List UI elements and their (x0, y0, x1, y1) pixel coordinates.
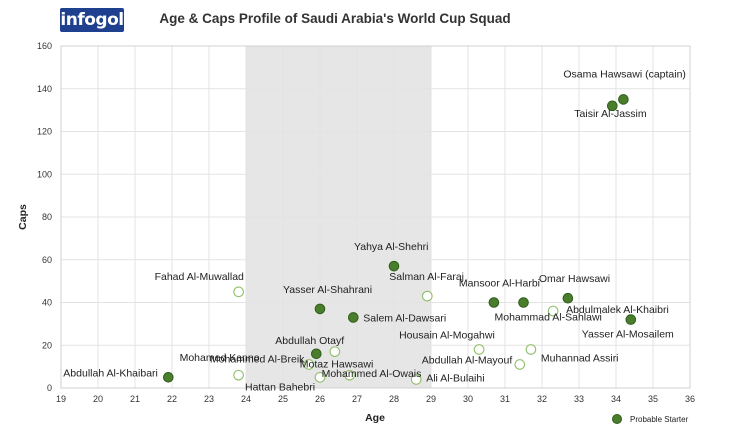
x-tick-label: 25 (278, 394, 288, 404)
player-point (329, 346, 341, 358)
label-layer: Osama Hawsawi (captain) Taisir Al-Jassim Y… (63, 68, 686, 393)
infogol-logo: infogol (60, 8, 124, 32)
player-point-starter (163, 372, 174, 383)
plot-border (60, 45, 691, 389)
x-tick-label: 29 (426, 394, 436, 404)
player-point (514, 359, 526, 370)
player-point-starter (518, 297, 529, 308)
player-label: Housain Al-Mogahwi (399, 330, 495, 342)
player-point (547, 305, 559, 317)
player-label: Salem Al-Dawsari (363, 312, 446, 324)
x-tick-label: 26 (315, 394, 325, 404)
player-label: Motaz Hawsawi (300, 359, 374, 371)
x-tick-label: 35 (648, 394, 658, 404)
player-label: Omar Hawsawi (539, 273, 610, 285)
legend-label-starter: Probable Starter (630, 415, 689, 424)
legend-marker-starter (612, 414, 622, 424)
y-tick-label: 100 (37, 169, 52, 179)
x-tick-label: 32 (537, 394, 547, 404)
x-tick-label: 34 (611, 394, 621, 404)
x-tick-label: 28 (389, 394, 399, 404)
legend: Probable Starter (612, 414, 689, 424)
player-label: Yahya Al-Shehri (354, 241, 429, 253)
player-point (233, 286, 244, 298)
x-tick-label: 19 (56, 394, 66, 404)
player-point-starter (625, 314, 637, 325)
x-tick-label: 27 (352, 394, 362, 404)
x-axis-title: Age (365, 412, 385, 424)
player-point-starter (488, 297, 500, 308)
player-point-starter (314, 303, 326, 315)
y-tick-label: 40 (42, 298, 52, 308)
player-label: Abdulmalek Al-Khaibri (566, 304, 669, 316)
player-label: Abdullah Al-Mayouf (422, 354, 513, 366)
player-label: Mansoor Al-Harbi (459, 278, 540, 290)
player-point (525, 344, 537, 355)
player-point (344, 369, 355, 381)
x-tick-label: 22 (167, 394, 177, 404)
x-tick-label: 24 (241, 394, 251, 404)
player-point-starter (562, 292, 574, 304)
player-label: Yasser Al-Shahrani (283, 284, 372, 296)
player-point-starter (607, 100, 618, 112)
player-point (233, 369, 244, 381)
x-tick-label: 21 (130, 394, 140, 404)
y-tick-label: 160 (37, 41, 52, 51)
player-point-starter (618, 94, 629, 105)
x-tick-label: 33 (574, 394, 584, 404)
player-label: Yasser Al-Mosailem (582, 329, 674, 341)
player-label: Muhannad Assiri (541, 353, 619, 365)
player-point (473, 344, 485, 355)
player-point-starter (388, 260, 400, 272)
player-label: Hattan Bahebri (245, 381, 315, 393)
y-tick-label: 140 (37, 84, 52, 94)
player-point (421, 290, 433, 302)
player-point (410, 374, 422, 385)
player-point-starter (311, 348, 322, 360)
x-tick-label: 23 (204, 394, 214, 404)
player-point-starter (348, 312, 359, 323)
player-label: Mohammed Al-Owais (322, 368, 422, 380)
x-tick-label: 30 (463, 394, 473, 404)
player-label: Taisir Al-Jassim (574, 108, 647, 120)
player-label: Salman Al-Faraj (389, 271, 464, 283)
x-tick-label: 20 (93, 394, 103, 404)
player-label: Mohamed Kanno (180, 352, 260, 364)
player-label: Ali Al-Bulaihi (426, 372, 484, 384)
player-label: Osama Hawsawi (captain) (563, 68, 686, 80)
y-tick-label: 60 (42, 255, 52, 265)
y-tick-label: 0 (47, 383, 52, 393)
y-tick-label: 80 (42, 212, 52, 222)
y-tick-label: 120 (37, 127, 52, 137)
x-tick-label: 36 (685, 394, 695, 404)
axis-layer: 19 20 21 22 23 24 25 26 27 28 29 30 31 32 33 34 35 36 0 20 4… (37, 41, 695, 404)
point-layer (163, 94, 637, 385)
y-tick-label: 20 (42, 340, 52, 350)
chart-title: Age & Caps Profile of Saudi Arabia's Wor… (159, 11, 511, 26)
player-label: Abdullah Al-Khaibari (63, 367, 158, 379)
player-label: Abdullah Otayf (275, 335, 344, 347)
player-label: Fahad Al-Muwallad (155, 271, 244, 283)
y-axis-title: Caps (17, 204, 29, 230)
player-point (314, 371, 326, 383)
player-point (303, 359, 315, 370)
x-tick-label: 31 (500, 394, 510, 404)
player-label: Mohammad Al-Sahlawi (495, 312, 602, 324)
player-label: Mohammed Al-Breik (210, 353, 305, 365)
